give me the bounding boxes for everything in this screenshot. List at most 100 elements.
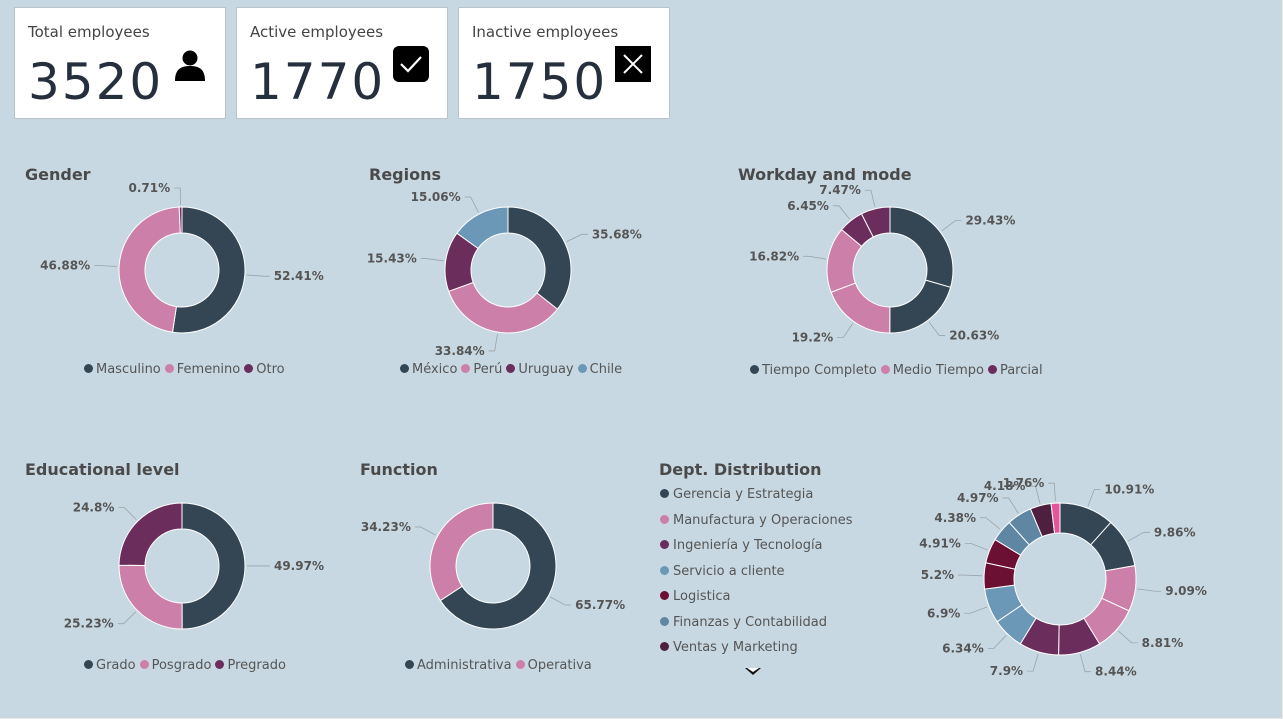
legend-label: Operativa [527,658,592,673]
data-label: 35.68% [592,227,642,241]
donut-slice[interactable] [889,206,954,288]
donut-slice[interactable] [171,206,246,334]
data-label: 6.9% [927,606,960,620]
leader-line [174,187,181,206]
donut-slice[interactable] [118,206,181,333]
legend-item[interactable]: Administrativa [405,658,512,673]
leader-line [1048,482,1056,502]
legend-label: México [412,362,458,377]
data-label: 7.9% [990,664,1023,678]
legend-scroll-down-icon[interactable] [745,668,761,675]
donut-slice[interactable] [429,502,494,602]
check-icon [393,46,429,82]
legend-regions: México Perú Uruguay Chile [400,362,626,377]
leader-line [464,196,479,213]
leader-line [420,258,444,262]
donut-slice[interactable] [448,281,559,334]
data-label: 6.45% [787,199,829,213]
kpi-card-total: Total employees 3520 [14,7,226,119]
legend-item[interactable]: Masculino [84,362,161,377]
donut-slice[interactable] [1050,502,1061,534]
legend-item[interactable]: Gerencia y Estrategia [660,487,852,513]
legend-dot-icon [660,642,669,651]
leader-line [964,542,988,551]
leader-line [980,517,1001,530]
kpi-card-active: Active employees 1770 [236,7,448,119]
legend-item[interactable]: Femenino [164,362,241,377]
data-label: 33.84% [435,344,485,358]
data-label: 9.09% [1165,584,1207,598]
leader-line [246,274,270,277]
donut-slice[interactable] [889,279,952,334]
legend-item[interactable]: Pregrado [215,658,286,673]
legend-item[interactable]: Servicio a cliente [660,564,852,590]
donut-slice[interactable] [181,502,246,630]
leader-line [837,323,854,338]
legend-dot-icon [577,364,587,373]
data-label: 15.06% [411,190,461,204]
legend-label: Tiempo Completo [762,363,877,378]
donut-slice[interactable] [830,282,891,334]
leader-line [1117,630,1138,644]
legend-item[interactable]: Otro [244,362,285,377]
donut-slice[interactable] [456,206,509,250]
legend-label: Manufactura y Operaciones [673,512,853,528]
legend-item[interactable]: Perú [461,362,502,377]
data-label: 4.18% [984,479,1026,493]
legend-label: Finanzas y Contabilidad [673,614,828,630]
donut-slice[interactable] [178,206,183,234]
donut-slice[interactable] [439,502,557,630]
data-label: 0.71% [129,181,171,195]
leader-line [1027,653,1039,672]
legend-item[interactable]: Finanzas y Contabilidad [660,615,852,641]
legend-dot-icon [660,489,669,498]
data-label: 8.81% [1142,636,1184,650]
legend-item[interactable]: Manufactura y Operaciones [660,513,852,539]
legend-dot-icon [506,364,516,373]
leader-line [94,265,118,267]
legend-item[interactable]: Operativa [515,658,592,673]
data-label: 4.97% [957,491,999,505]
legend-dept: Gerencia y Estrategia Manufactura y Opera… [660,487,852,666]
chart-title-workday: Workday and mode [738,165,912,184]
leader-line [987,635,1007,649]
leader-line [414,526,437,536]
data-label: 1.76% [1003,476,1045,490]
legend-dot-icon [750,365,759,374]
legend-item[interactable]: Posgrado [139,658,211,673]
legend-label: Femenino [176,362,241,377]
kpi-label: Total employees [28,23,150,41]
kpi-value: 3520 [28,53,164,111]
legend-item[interactable]: Tiempo Completo [750,363,877,378]
leader-line [941,220,962,232]
chart-title-regions: Regions [369,165,442,184]
donut-slice[interactable] [118,502,183,567]
legend-item[interactable]: Ventas y Marketing [660,640,852,666]
leader-line [488,334,498,352]
legend-item[interactable]: Parcial [987,363,1043,378]
data-label: 34.23% [361,520,411,534]
legend-education: Grado Posgrado Pregrado [84,658,290,673]
legend-item[interactable]: Chile [577,362,622,377]
leader-line [1029,485,1041,504]
legend-item[interactable]: Logistica [660,589,852,615]
legend-dot-icon [84,364,93,373]
data-label: 52.41% [274,269,324,283]
legend-item[interactable]: México [400,362,457,377]
kpi-value: 1750 [472,53,608,111]
legend-label: Masculino [96,362,161,377]
donut-slice[interactable] [860,206,891,238]
legend-dot-icon [405,660,414,669]
legend-item[interactable]: Medio Tiempo [880,363,984,378]
legend-item[interactable]: Uruguay [506,362,574,377]
leader-line [832,205,850,220]
legend-item[interactable]: Grado [84,658,136,673]
legend-workday: Tiempo Completo Medio Tiempo Parcial [750,363,1047,378]
legend-item[interactable]: Ingeniería y Tecnología [660,538,852,564]
data-label: 10.91% [1104,482,1154,496]
legend-label: Medio Tiempo [892,363,984,378]
legend-gender: Masculino Femenino Otro [84,362,289,377]
legend-dot-icon [660,565,669,575]
donut-slice[interactable] [507,206,572,310]
